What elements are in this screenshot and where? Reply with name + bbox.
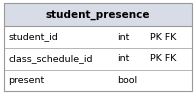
Text: bool: bool: [117, 76, 137, 85]
Text: int: int: [117, 33, 129, 42]
Bar: [4, 3, 192, 26]
Text: class_schedule_id: class_schedule_id: [9, 54, 93, 63]
Text: student_presence: student_presence: [46, 9, 150, 20]
Text: PK FK: PK FK: [150, 33, 176, 42]
Text: present: present: [9, 76, 45, 85]
Text: student_id: student_id: [9, 33, 58, 42]
Bar: [4, 26, 192, 91]
Text: int: int: [117, 54, 129, 63]
Text: PK FK: PK FK: [150, 54, 176, 63]
